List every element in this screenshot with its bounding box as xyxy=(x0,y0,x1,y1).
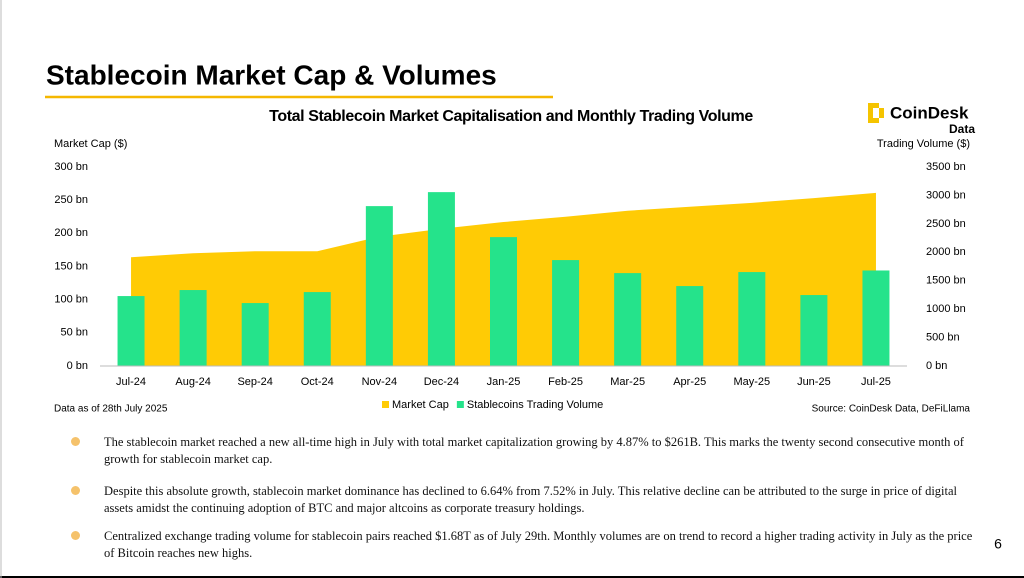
bar xyxy=(800,295,828,366)
note-right: Source: CoinDesk Data, DeFiLlama xyxy=(812,404,971,415)
y-axis-label: Market Cap ($) xyxy=(54,138,127,150)
bar xyxy=(179,290,207,366)
y-tick-label: 0 bn xyxy=(67,360,88,372)
y2-tick-label: 2500 bn xyxy=(926,218,966,230)
bullet-text: Despite this absolute growth, stablecoin… xyxy=(104,484,958,515)
x-tick-label: May-25 xyxy=(733,376,770,388)
bullet-dot xyxy=(71,437,80,446)
x-tick-label: Dec-24 xyxy=(424,376,459,388)
legend-label: Market Cap xyxy=(392,399,449,411)
bar xyxy=(427,192,455,366)
x-tick-label: Apr-25 xyxy=(673,376,706,388)
x-tick-label: Mar-25 xyxy=(610,376,645,388)
y2-tick-label: 2000 bn xyxy=(926,246,966,258)
x-tick-label: Jun-25 xyxy=(797,376,831,388)
legend-swatch xyxy=(382,401,389,408)
bullet-text: The stablecoin market reached a new all-… xyxy=(104,435,964,466)
y2-tick-label: 0 bn xyxy=(926,360,947,372)
bar xyxy=(365,206,393,366)
x-tick-label: Jul-24 xyxy=(116,376,146,388)
bar xyxy=(676,286,704,366)
x-tick-label: Aug-24 xyxy=(175,376,210,388)
x-tick-label: Feb-25 xyxy=(548,376,583,388)
y2-tick-label: 500 bn xyxy=(926,331,960,343)
y-tick-label: 50 bn xyxy=(60,327,88,339)
y2-tick-label: 3000 bn xyxy=(926,189,966,201)
y2-tick-label: 1000 bn xyxy=(926,303,966,315)
bar xyxy=(552,260,580,366)
x-tick-label: Oct-24 xyxy=(301,376,334,388)
bullet-dot xyxy=(71,531,80,540)
bullet-dot xyxy=(71,486,80,495)
legend-swatch xyxy=(456,401,464,408)
bar xyxy=(738,272,766,366)
bar xyxy=(862,270,890,366)
bar xyxy=(614,273,642,366)
bar xyxy=(490,237,517,366)
y-tick-label: 200 bn xyxy=(54,227,88,239)
page-number: 6 xyxy=(994,536,1002,552)
y2-tick-label: 1500 bn xyxy=(926,275,966,287)
chart-title: Total Stablecoin Market Capitalisation a… xyxy=(269,108,753,125)
x-tick-label: Nov-24 xyxy=(362,376,397,388)
logo-name: CoinDesk xyxy=(890,103,969,122)
bar xyxy=(117,296,145,366)
x-tick-label: Jul-25 xyxy=(861,376,891,388)
bullet-text: Centralized exchange trading volume for … xyxy=(104,529,973,560)
x-tick-label: Jan-25 xyxy=(487,376,521,388)
bar-layer xyxy=(117,192,890,366)
logo-subtitle: Data xyxy=(949,122,975,136)
y-tick-label: 150 bn xyxy=(54,260,88,272)
logo-icon xyxy=(868,103,884,123)
bar xyxy=(303,292,331,366)
y-tick-label: 100 bn xyxy=(54,294,88,306)
slide-title: Stablecoin Market Cap & Volumes xyxy=(46,59,497,90)
legend-label: Stablecoins Trading Volume xyxy=(467,399,603,411)
bar xyxy=(241,303,269,366)
y-tick-label: 250 bn xyxy=(54,194,88,206)
note-left: Data as of 28th July 2025 xyxy=(54,404,168,415)
x-tick-label: Sep-24 xyxy=(237,376,272,388)
y2-tick-label: 3500 bn xyxy=(926,161,966,173)
y-tick-label: 300 bn xyxy=(54,161,88,173)
y2-axis-label: Trading Volume ($) xyxy=(877,138,970,150)
